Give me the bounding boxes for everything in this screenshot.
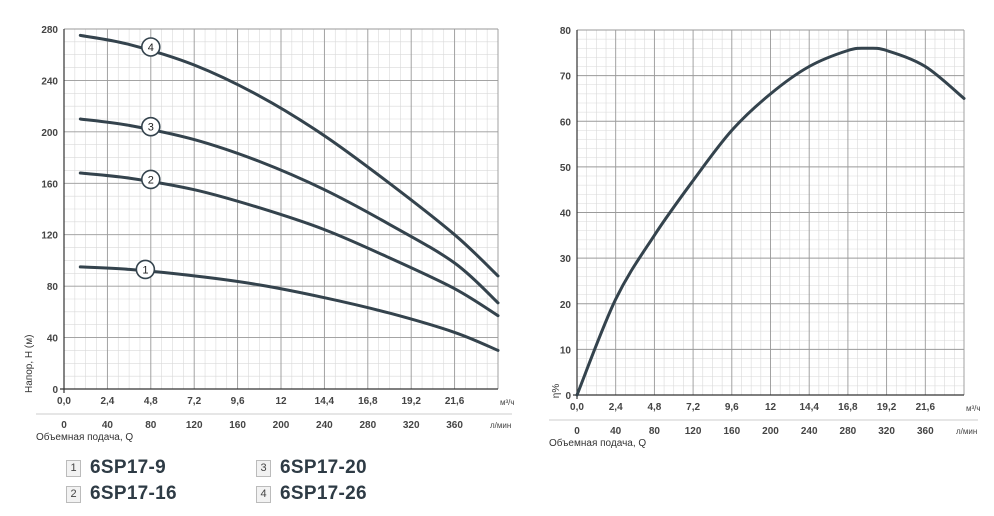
chart-2: 0 10 20 30 40 50 60 70 80 0,0 2,4 4,8 7,2 9,6 12 14,4 16… — [549, 26, 981, 449]
x-tick-label-lmin: 80 — [145, 420, 157, 431]
y-tick-label: 40 — [47, 334, 59, 345]
series-marker-circle — [141, 169, 161, 190]
x-tick-label-lmin: 120 — [186, 420, 203, 431]
x-tick-label-m3h: 12 — [765, 402, 777, 413]
x-tick-label-m3h: 12 — [275, 396, 287, 407]
x-tick-label-m3h: 2,4 — [609, 402, 623, 413]
x-tick-label-m3h: 21,6 — [916, 402, 936, 413]
x-unit-lmin: л/мин — [956, 427, 977, 436]
legend-label: 6SP17-20 — [280, 457, 367, 478]
series-marker-circle — [141, 116, 161, 137]
x-tick-label-lmin: 160 — [229, 420, 246, 431]
x-tick-label-m3h: 0,0 — [57, 396, 71, 407]
x-tick-label-m3h: 0,0 — [570, 402, 584, 413]
x-axis-label: Объемная подача, Q — [549, 437, 646, 449]
y-tick-label: 10 — [560, 345, 572, 356]
x-tick-label-m3h: 4,8 — [144, 396, 158, 407]
x-tick-label-lmin: 120 — [685, 426, 702, 437]
x-tick-label-m3h: 16,8 — [838, 402, 858, 413]
y-tick-label: 40 — [560, 209, 572, 220]
x-tick-label-m3h: 21,6 — [445, 396, 465, 407]
x-tick-label-m3h: 14,4 — [799, 402, 819, 413]
series-line-4 — [78, 33, 500, 278]
y-tick-label: 120 — [41, 231, 58, 242]
legend-item-4: 4 6SP17-26 — [256, 483, 367, 505]
x-tick-label-m3h: 4,8 — [647, 402, 661, 413]
x-tick-label-lmin: 360 — [446, 420, 463, 431]
x-unit-m3h: м³/ч — [966, 404, 981, 413]
y-tick-label: 60 — [560, 117, 572, 128]
x-tick-label-lmin: 40 — [102, 420, 114, 431]
x-tick-label-lmin: 80 — [649, 426, 661, 437]
x-tick-label-lmin: 320 — [878, 426, 895, 437]
series-marker-label: 3 — [148, 122, 154, 134]
y-tick-label: 160 — [41, 179, 58, 190]
x-tick-label-m3h: 7,2 — [187, 396, 201, 407]
x-tick-label-m3h: 16,8 — [358, 396, 378, 407]
y-tick-label: 200 — [41, 128, 58, 139]
x-tick-label-lmin: 0 — [61, 420, 67, 431]
x-tick-label-lmin: 280 — [359, 420, 376, 431]
legend-label: 6SP17-9 — [90, 457, 167, 478]
legend-label: 6SP17-26 — [280, 483, 367, 504]
y-axis-label: η% — [551, 384, 562, 399]
series-marker-circle — [141, 37, 161, 57]
x-tick-label-lmin: 240 — [801, 426, 818, 437]
x-tick-label-m3h: 19,2 — [877, 402, 897, 413]
legend-item-2: 2 6SP17-16 — [66, 483, 177, 505]
series-marker-label: 2 — [148, 174, 154, 186]
x-tick-label-lmin: 200 — [762, 426, 779, 437]
legend-number: 2 — [66, 485, 81, 503]
x-unit-lmin: л/мин — [490, 421, 511, 430]
y-tick-label: 50 — [560, 163, 572, 174]
series-marker-label: 1 — [142, 264, 148, 276]
y-tick-label: 80 — [560, 26, 572, 37]
y-tick-label: 240 — [41, 76, 58, 87]
legend-number: 4 — [256, 485, 271, 503]
legend-item-3: 3 6SP17-20 — [256, 457, 367, 479]
x-tick-label-lmin: 320 — [403, 420, 420, 431]
x-tick-label-m3h: 9,6 — [725, 402, 739, 413]
x-tick-label-m3h: 19,2 — [401, 396, 421, 407]
legend-number: 3 — [256, 459, 271, 477]
legend: 1 6SP17-9 2 6SP17-16 3 6SP17-20 4 6SP17-… — [66, 457, 426, 513]
x-tick-label-lmin: 160 — [723, 426, 740, 437]
x-tick-label-lmin: 280 — [840, 426, 857, 437]
series-line-3 — [78, 117, 500, 305]
x-axis-label: Объемная подача, Q — [36, 431, 133, 443]
x-unit-m3h: м³/ч — [500, 398, 515, 407]
y-axis-label: Напор, Н (м) — [24, 335, 35, 393]
series-marker-circle — [135, 259, 156, 280]
series-marker-label: 4 — [148, 42, 154, 54]
x-tick-label-m3h: 7,2 — [686, 402, 700, 413]
series-line-2 — [78, 171, 500, 318]
y-tick-label: 280 — [41, 25, 58, 36]
legend-number: 1 — [66, 459, 81, 477]
x-tick-label-m3h: 9,6 — [231, 396, 245, 407]
x-tick-label-m3h: 14,4 — [315, 396, 335, 407]
legend-item-1: 1 6SP17-9 — [66, 457, 166, 479]
x-tick-label-lmin: 40 — [610, 426, 622, 437]
y-tick-label: 20 — [560, 300, 572, 311]
y-tick-label: 70 — [560, 72, 572, 83]
x-tick-label-lmin: 0 — [574, 426, 580, 437]
y-tick-label: 30 — [560, 254, 572, 265]
y-tick-label: 0 — [52, 385, 58, 396]
x-tick-label-lmin: 200 — [273, 420, 290, 431]
legend-label: 6SP17-16 — [90, 483, 177, 504]
series-line-1 — [575, 46, 966, 397]
y-tick-label: 80 — [47, 282, 59, 293]
y-tick-label: 0 — [565, 391, 571, 402]
x-tick-label-lmin: 360 — [917, 426, 934, 437]
x-tick-label-lmin: 240 — [316, 420, 333, 431]
x-tick-label-m3h: 2,4 — [100, 396, 114, 407]
